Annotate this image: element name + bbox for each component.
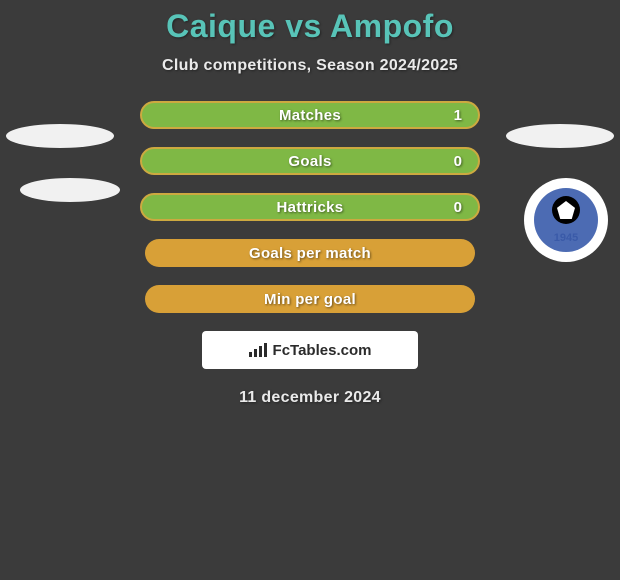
logo-text: FcTables.com (273, 342, 372, 359)
comparison-card: Caique vs Ampofo Club competitions, Seas… (0, 0, 620, 580)
stat-row: Goals 0 (0, 147, 620, 175)
stat-value-right: 0 (454, 199, 462, 216)
stat-bar: Min per goal (145, 285, 475, 313)
stat-row: Min per goal (0, 285, 620, 313)
stat-bar: Goals per match (145, 239, 475, 267)
stat-row: Hattricks 0 (0, 193, 620, 221)
stat-label: Hattricks (277, 199, 344, 216)
stat-label: Min per goal (264, 291, 356, 308)
stat-value-right: 0 (454, 153, 462, 170)
stat-label: Matches (279, 107, 341, 124)
stat-row: Goals per match (0, 239, 620, 267)
fctables-logo[interactable]: FcTables.com (202, 331, 418, 369)
stat-bar: Matches 1 (140, 101, 480, 129)
page-title: Caique vs Ampofo (0, 0, 620, 45)
stat-row: Matches 1 (0, 101, 620, 129)
subtitle: Club competitions, Season 2024/2025 (0, 57, 620, 75)
stat-label: Goals (288, 153, 331, 170)
stat-bar: Hattricks 0 (140, 193, 480, 221)
chart-bars-icon (249, 343, 267, 357)
stats-area: Matches 1 Goals 0 Hattricks 0 Goals per … (0, 101, 620, 313)
stat-value-right: 1 (454, 107, 462, 124)
stat-label: Goals per match (249, 245, 371, 262)
stat-bar: Goals 0 (140, 147, 480, 175)
date-text: 11 december 2024 (0, 389, 620, 407)
